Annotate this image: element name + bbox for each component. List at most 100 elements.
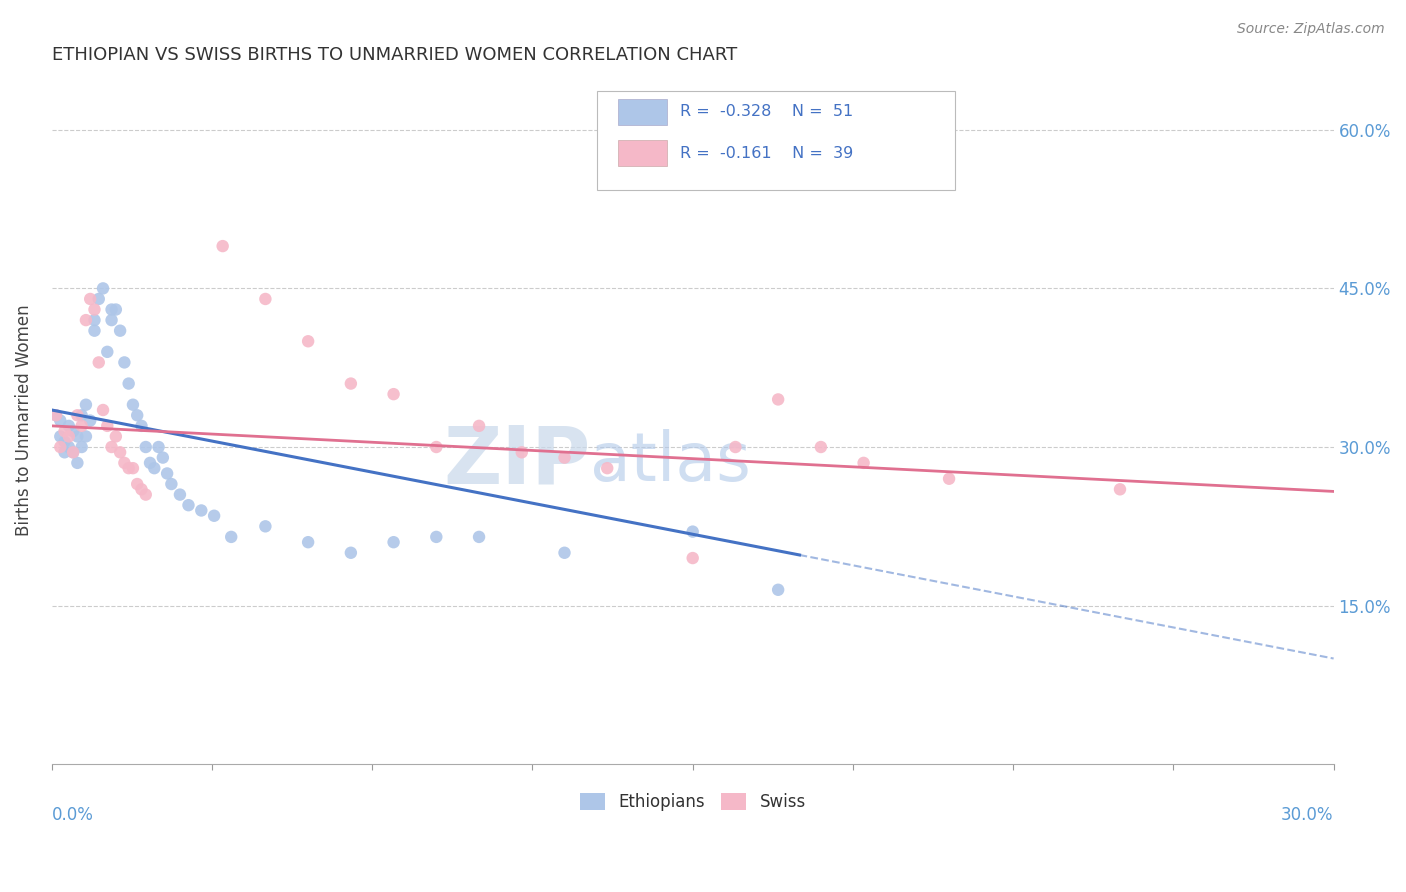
Point — [135, 487, 157, 501]
Text: R =  -0.328    N =  51: R = -0.328 N = 51 — [681, 104, 853, 120]
Point — [382, 535, 405, 549]
Point — [553, 450, 575, 465]
Point — [83, 313, 105, 327]
Legend: Ethiopians, Swiss: Ethiopians, Swiss — [572, 787, 813, 818]
Point — [297, 334, 319, 349]
Point — [79, 292, 101, 306]
Point — [79, 414, 101, 428]
Point — [340, 546, 363, 560]
Point — [87, 355, 110, 369]
Text: ETHIOPIAN VS SWISS BIRTHS TO UNMARRIED WOMEN CORRELATION CHART: ETHIOPIAN VS SWISS BIRTHS TO UNMARRIED W… — [52, 46, 737, 64]
Point — [66, 429, 89, 443]
Point — [156, 467, 179, 481]
Point — [96, 344, 118, 359]
Point — [254, 519, 277, 533]
Point — [143, 461, 166, 475]
Point — [108, 324, 131, 338]
Point — [62, 424, 84, 438]
Point — [75, 313, 97, 327]
Point — [49, 440, 72, 454]
Text: 30.0%: 30.0% — [1281, 805, 1334, 823]
Point — [297, 535, 319, 549]
Point — [127, 477, 149, 491]
Point — [766, 392, 789, 407]
FancyBboxPatch shape — [596, 91, 956, 190]
Point — [127, 409, 149, 423]
Point — [66, 456, 89, 470]
Text: ZIP: ZIP — [443, 423, 591, 500]
Text: atlas: atlas — [591, 429, 751, 495]
Point — [724, 440, 747, 454]
Point — [87, 292, 110, 306]
Point — [49, 429, 72, 443]
Point — [177, 498, 200, 512]
Point — [112, 355, 135, 369]
Y-axis label: Births to Unmarried Women: Births to Unmarried Women — [15, 305, 32, 536]
Point — [219, 530, 242, 544]
Point — [53, 424, 76, 438]
Point — [100, 313, 122, 327]
Point — [91, 281, 114, 295]
Point — [682, 524, 704, 539]
Point — [91, 403, 114, 417]
Point — [58, 440, 80, 454]
Point — [96, 418, 118, 433]
Point — [122, 398, 145, 412]
Text: 0.0%: 0.0% — [52, 805, 94, 823]
Point — [766, 582, 789, 597]
Point — [152, 450, 174, 465]
Point — [100, 440, 122, 454]
Point — [139, 456, 162, 470]
Point — [45, 409, 67, 423]
Point — [100, 302, 122, 317]
Point — [62, 445, 84, 459]
Point — [131, 418, 153, 433]
Point — [53, 434, 76, 449]
Point — [148, 440, 170, 454]
Point — [70, 418, 93, 433]
Point — [810, 440, 832, 454]
Point — [118, 376, 141, 391]
Point — [682, 551, 704, 566]
Point — [104, 302, 127, 317]
Point — [852, 456, 875, 470]
Point — [58, 418, 80, 433]
Text: R =  -0.161    N =  39: R = -0.161 N = 39 — [681, 145, 853, 161]
Point — [70, 409, 93, 423]
Point — [75, 429, 97, 443]
Text: Source: ZipAtlas.com: Source: ZipAtlas.com — [1237, 22, 1385, 37]
Point — [468, 530, 491, 544]
Point — [425, 440, 447, 454]
Point — [58, 429, 80, 443]
FancyBboxPatch shape — [619, 140, 666, 166]
Point — [75, 398, 97, 412]
Point — [340, 376, 363, 391]
Point — [112, 456, 135, 470]
Point — [49, 414, 72, 428]
Point — [425, 530, 447, 544]
Point — [938, 472, 960, 486]
Point — [382, 387, 405, 401]
Point — [53, 445, 76, 459]
Point — [83, 302, 105, 317]
Point — [190, 503, 212, 517]
Point — [1109, 483, 1132, 497]
Point — [45, 409, 67, 423]
Point — [211, 239, 233, 253]
Point — [202, 508, 225, 523]
Point — [108, 445, 131, 459]
Point — [596, 461, 619, 475]
Point — [468, 418, 491, 433]
Point — [118, 461, 141, 475]
Point — [104, 429, 127, 443]
Point — [510, 445, 533, 459]
Point — [62, 445, 84, 459]
Point — [70, 440, 93, 454]
Point — [254, 292, 277, 306]
Point — [553, 546, 575, 560]
Point — [122, 461, 145, 475]
Point — [135, 440, 157, 454]
Point — [131, 483, 153, 497]
Point — [66, 409, 89, 423]
FancyBboxPatch shape — [619, 99, 666, 125]
